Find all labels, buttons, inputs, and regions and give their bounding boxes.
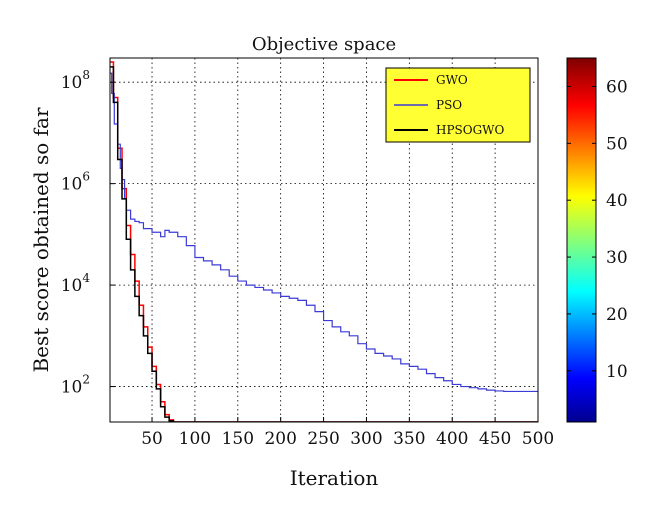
x-tick-label: 350 xyxy=(393,429,425,449)
colorbar-ticks: 10 20 30 40 50 60 xyxy=(567,77,628,382)
y-tick-label: 106 xyxy=(61,170,90,195)
x-tick-label: 500 xyxy=(522,429,554,449)
y-tick-label: 108 xyxy=(61,68,90,93)
colorbar-tick-label: 60 xyxy=(606,77,628,97)
colorbar: 10 20 30 40 50 60 xyxy=(566,57,628,423)
legend-label-hpsogwo: HPSOGWO xyxy=(436,123,505,137)
legend-label-pso: PSO xyxy=(436,98,462,112)
x-tick-label: 150 xyxy=(222,429,254,449)
series-layer xyxy=(110,61,538,422)
series-line-pso xyxy=(110,72,538,393)
x-tick-label: 100 xyxy=(179,429,211,449)
tick-marks xyxy=(110,81,539,422)
colorbar-tick-label: 20 xyxy=(606,305,628,325)
x-axis-title: Iteration xyxy=(290,466,379,490)
chart-title: Objective space xyxy=(252,34,396,55)
series-line-hpsogwo xyxy=(110,66,538,422)
legend-label-gwo: GWO xyxy=(436,73,468,87)
x-tick-label: 50 xyxy=(141,429,163,449)
x-tick-labels: 50 100 150 200 250 300 350 400 450 500 xyxy=(141,429,554,449)
colorbar-gradient xyxy=(566,57,597,423)
x-tick-label: 250 xyxy=(307,429,339,449)
colorbar-tick-label: 50 xyxy=(606,134,628,154)
legend: GWO PSO HPSOGWO xyxy=(385,67,531,143)
y-axis-title: Best score obtained so far xyxy=(29,107,53,373)
colorbar-tick-label: 10 xyxy=(606,362,628,382)
x-tick-label: 400 xyxy=(436,429,468,449)
colorbar-tick-label: 40 xyxy=(606,191,628,211)
colorbar-tick-label: 30 xyxy=(606,248,628,268)
y-tick-label: 104 xyxy=(61,271,91,296)
x-tick-label: 200 xyxy=(264,429,296,449)
y-tick-labels: 102 104 106 108 xyxy=(61,68,91,397)
x-tick-label: 300 xyxy=(350,429,382,449)
x-tick-label: 450 xyxy=(479,429,511,449)
y-tick-label: 102 xyxy=(61,373,90,398)
